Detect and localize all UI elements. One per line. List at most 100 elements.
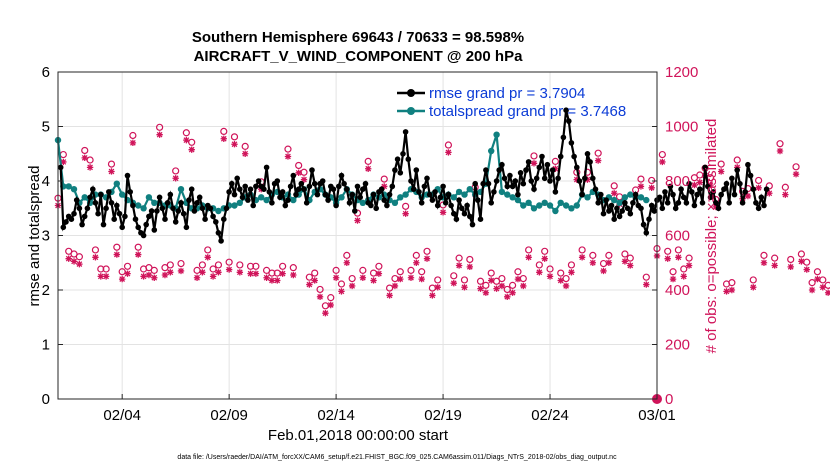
obs-assimilated-point (760, 259, 768, 266)
rmse-point (95, 210, 101, 217)
obs-assimilated-point (252, 270, 260, 277)
spread-point (573, 202, 580, 209)
spread-point (520, 202, 527, 209)
spread-point (568, 205, 575, 212)
obs-possible-point (230, 133, 239, 141)
obs-possible-point (107, 160, 116, 168)
rmse-point (533, 175, 540, 182)
rmse-point (79, 221, 85, 228)
spread-point (151, 199, 158, 206)
rmse-point (646, 216, 652, 222)
obs-possible-point (295, 161, 303, 170)
obs-possible-point (610, 182, 618, 190)
obs-possible-point (402, 202, 410, 210)
rmse-point (467, 213, 473, 220)
obs-possible-point (241, 142, 249, 150)
rmse-point (672, 205, 679, 212)
obs-possible-point (156, 123, 164, 131)
obs-possible-point (803, 258, 811, 266)
rmse-point (87, 194, 93, 201)
obs-possible-point (246, 262, 255, 270)
rmse-point (303, 200, 310, 206)
obs-assimilated-point (81, 154, 88, 162)
rmse-point (106, 189, 112, 195)
rmse-point (239, 194, 246, 201)
spread-point (552, 207, 559, 215)
obs-assimilated-point (129, 139, 137, 147)
obs-possible-point (482, 281, 490, 289)
legend-rmse-marker (407, 89, 415, 97)
obs-assimilated-point (338, 288, 345, 295)
spread-point (461, 191, 468, 198)
rmse-point (346, 200, 353, 206)
rmse-point (405, 156, 412, 162)
obs-assimilated-point (787, 263, 794, 271)
spread-point (466, 186, 473, 193)
obs-assimilated-point (231, 141, 238, 148)
obs-possible-point (113, 243, 121, 251)
rmse-point (651, 208, 658, 214)
obs-possible-point (797, 250, 806, 258)
obs-assimilated-point (504, 293, 511, 301)
obs-assimilated-point (220, 135, 227, 142)
rmse-point (496, 167, 503, 173)
obs-possible-point (332, 266, 340, 274)
obs-possible-point (177, 259, 185, 268)
y-right-tick-label: 1000 (665, 119, 698, 136)
rmse-point (536, 164, 543, 171)
rmse-point (199, 205, 206, 212)
rmse-point (237, 186, 243, 192)
rmse-point (726, 200, 732, 206)
rmse-point (501, 175, 508, 182)
obs-assimilated-point (509, 289, 516, 296)
obs-assimilated-point (578, 254, 586, 261)
obs-assimilated-point (263, 274, 270, 281)
obs-possible-point (466, 255, 474, 264)
rmse-point (750, 186, 757, 192)
obs-assimilated-point (167, 269, 174, 276)
obs-assimilated-point (322, 309, 329, 317)
obs-assimilated-point (568, 269, 575, 276)
x-tick-label: 02/09 (210, 407, 248, 424)
obs-possible-point (771, 254, 779, 262)
rmse-point (664, 200, 671, 206)
rmse-point (336, 183, 342, 190)
rmse-point (151, 227, 158, 233)
rmse-point (108, 200, 115, 206)
rmse-point (632, 191, 639, 198)
spread-point (514, 196, 522, 204)
rmse-point (322, 191, 329, 198)
rmse-point (309, 167, 315, 173)
obs-assimilated-point (327, 301, 334, 309)
obs-possible-point (621, 250, 629, 258)
rmse-point (229, 180, 235, 187)
spread-point (290, 196, 297, 204)
obs-assimilated-point (429, 292, 436, 299)
rmse-point (311, 180, 318, 187)
chart-title-line2: AIRCRAFT_V_WIND_COMPONENT @ 200 hPa (194, 48, 524, 65)
rmse-point (202, 216, 208, 222)
y-axis-right-label: # of obs: o=possible; ×=assimilated (703, 119, 720, 354)
obs-possible-point (305, 273, 313, 281)
obs-possible-point (508, 281, 517, 289)
rmse-point (442, 200, 449, 206)
obs-assimilated-point (707, 181, 714, 189)
obs-possible-point (172, 167, 180, 175)
obs-possible-point (680, 265, 688, 273)
rmse-point (357, 194, 364, 201)
rmse-point (191, 208, 198, 214)
rmse-point (475, 197, 481, 203)
obs-assimilated-point (124, 270, 131, 277)
rmse-point (344, 186, 350, 192)
obs-assimilated-point (402, 210, 409, 217)
rmse-point (745, 161, 751, 168)
rmse-point (549, 167, 556, 173)
obs-assimilated-point (332, 274, 340, 281)
rmse-point (231, 191, 238, 198)
legend-spread-marker (407, 107, 415, 115)
rmse-point (707, 194, 714, 201)
rmse-point (608, 202, 615, 209)
obs-assimilated-point (156, 131, 163, 138)
rmse-point (341, 180, 347, 187)
spread-point (450, 194, 457, 201)
